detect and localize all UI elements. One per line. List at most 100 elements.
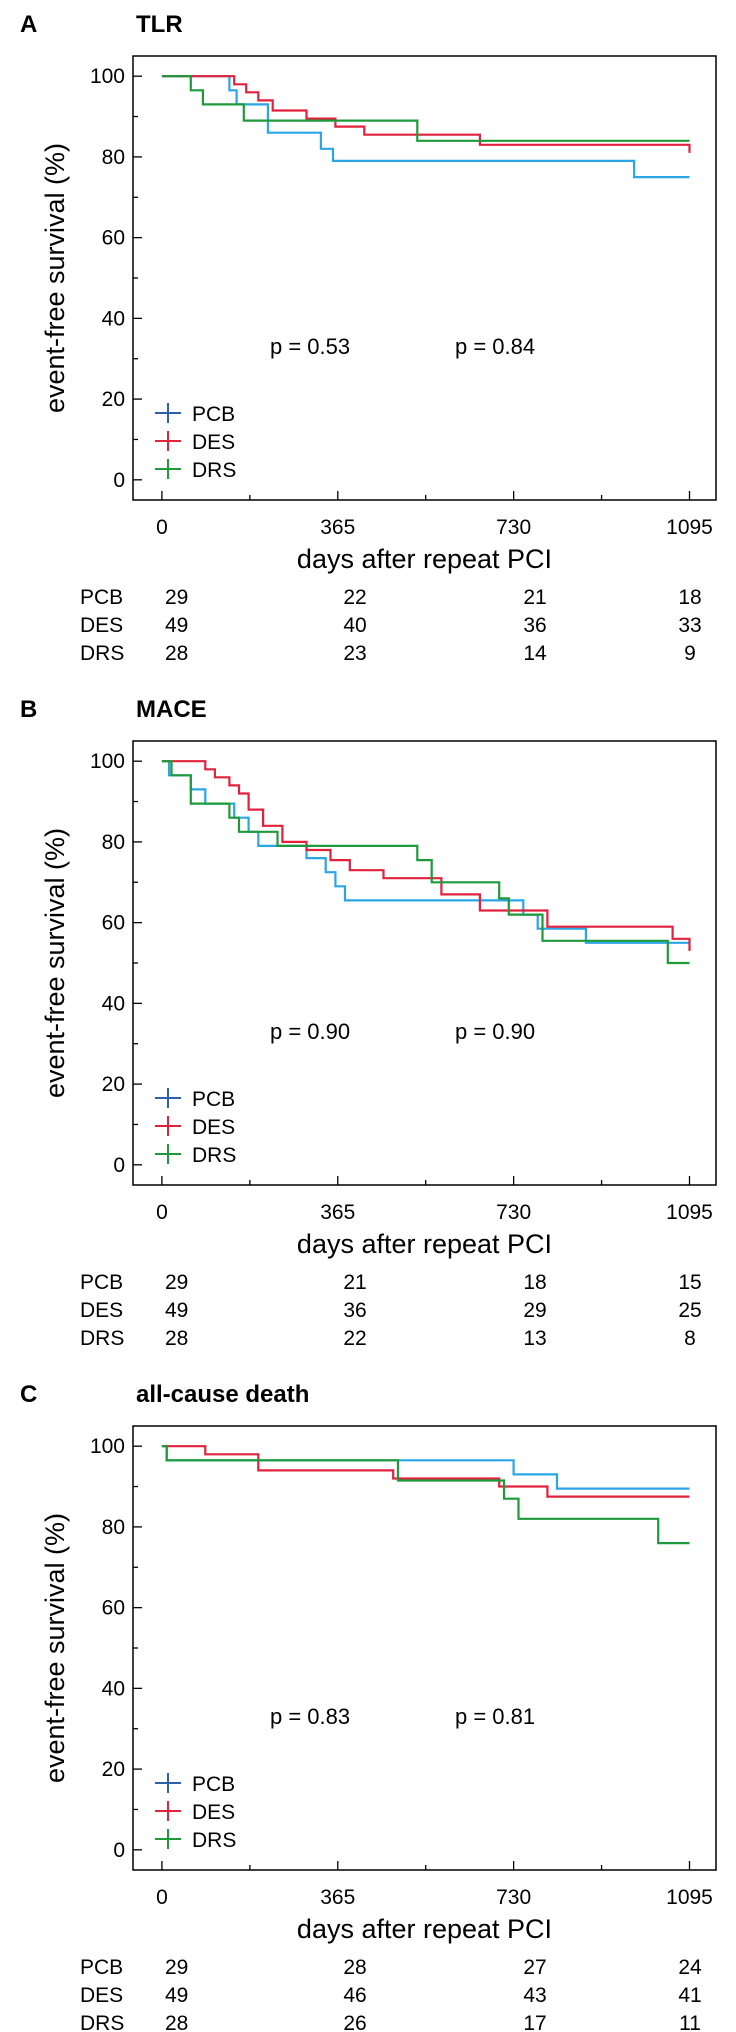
y-tick-label: 100 xyxy=(90,750,125,773)
x-tick-label: 730 xyxy=(496,516,531,539)
p-value: p = 0.83 xyxy=(270,1704,350,1729)
risk-value: 18 xyxy=(678,586,701,609)
series-line-pcb xyxy=(161,75,690,179)
risk-value: 28 xyxy=(165,2012,188,2032)
panel-letter: B xyxy=(20,696,37,723)
x-tick-label: 730 xyxy=(496,1201,531,1224)
risk-value: 25 xyxy=(678,1299,701,1322)
y-tick-label: 80 xyxy=(102,831,125,854)
risk-value: 40 xyxy=(343,614,366,637)
x-tick-label: 0 xyxy=(156,1886,168,1909)
y-tick-label: 100 xyxy=(90,65,125,88)
x-tick-label: 365 xyxy=(320,1886,355,1909)
legend-label: DRS xyxy=(192,459,236,482)
x-tick-label: 1095 xyxy=(666,516,713,539)
legend-label: PCB xyxy=(192,1088,235,1111)
risk-row-label: PCB xyxy=(80,586,123,609)
risk-value: 9 xyxy=(684,642,696,665)
y-tick-label: 80 xyxy=(102,146,125,169)
y-tick-label: 40 xyxy=(102,1677,125,1700)
series-line-des xyxy=(161,75,691,153)
panel-letter: A xyxy=(20,11,37,38)
risk-value: 22 xyxy=(343,586,366,609)
y-tick-label: 40 xyxy=(102,992,125,1015)
series-line-drs xyxy=(161,75,690,142)
risk-row-label: DRS xyxy=(80,1327,124,1350)
risk-value: 8 xyxy=(684,1327,696,1350)
risk-value: 14 xyxy=(523,642,547,665)
risk-value: 23 xyxy=(343,642,366,665)
risk-value: 41 xyxy=(678,1984,701,2007)
legend-label: DRS xyxy=(192,1144,236,1167)
risk-value: 43 xyxy=(523,1984,546,2007)
chart-title: all-cause death xyxy=(136,1381,309,1408)
p-value: p = 0.53 xyxy=(270,334,350,359)
risk-value: 27 xyxy=(523,1956,546,1979)
legend-label: DRS xyxy=(192,1829,236,1852)
risk-value: 13 xyxy=(523,1327,546,1350)
x-axis-title: days after repeat PCI xyxy=(297,544,552,574)
panel-b: B MACE 0 20 40 60 80 100 0 365 730 1095 days after r… xyxy=(20,696,717,1350)
y-tick-label: 60 xyxy=(102,912,125,935)
y-tick-label: 20 xyxy=(102,1758,125,1781)
risk-row-label: PCB xyxy=(80,1271,123,1294)
risk-value: 49 xyxy=(165,614,188,637)
risk-value: 21 xyxy=(523,586,546,609)
x-tick-label: 365 xyxy=(320,1201,355,1224)
x-tick-label: 0 xyxy=(156,1201,168,1224)
y-tick-label: 20 xyxy=(102,388,125,411)
risk-row-label: DES xyxy=(80,1299,123,1322)
risk-value: 18 xyxy=(523,1271,546,1294)
p-value: p = 0.90 xyxy=(270,1019,350,1044)
x-axis-title: days after repeat PCI xyxy=(297,1229,552,1259)
risk-value: 24 xyxy=(678,1956,702,1979)
risk-value: 15 xyxy=(678,1271,701,1294)
risk-value: 11 xyxy=(679,2012,701,2032)
risk-value: 49 xyxy=(165,1299,188,1322)
risk-row-label: DRS xyxy=(80,642,124,665)
y-tick-label: 80 xyxy=(102,1516,125,1539)
chart-title: MACE xyxy=(136,696,207,723)
p-value: p = 0.84 xyxy=(455,334,535,359)
y-tick-label: 0 xyxy=(113,1839,125,1862)
panel-letter: C xyxy=(20,1381,37,1408)
x-tick-label: 365 xyxy=(320,516,355,539)
y-axis-title: event-free survival (%) xyxy=(40,828,70,1098)
x-tick-label: 730 xyxy=(496,1886,531,1909)
series-line-des xyxy=(161,1445,690,1498)
x-tick-label: 1095 xyxy=(666,1886,713,1909)
risk-row-label: PCB xyxy=(80,1956,123,1979)
legend-label: PCB xyxy=(192,1773,235,1796)
legend-label: DES xyxy=(192,431,235,454)
y-axis-title: event-free survival (%) xyxy=(40,1513,70,1783)
chart-title: TLR xyxy=(136,11,183,38)
risk-value: 22 xyxy=(343,1327,366,1350)
risk-value: 29 xyxy=(165,586,188,609)
y-tick-label: 0 xyxy=(113,469,125,492)
risk-row-label: DES xyxy=(80,1984,123,2007)
risk-value: 17 xyxy=(523,2012,546,2032)
risk-value: 36 xyxy=(343,1299,366,1322)
risk-value: 21 xyxy=(343,1271,366,1294)
y-tick-label: 100 xyxy=(90,1435,125,1458)
series-line-drs xyxy=(161,1445,690,1545)
legend-label: DES xyxy=(192,1801,235,1824)
series-line-pcb xyxy=(161,1445,690,1490)
panel-a: A TLR 0 20 40 60 80 100 0 365 730 1095 days after re… xyxy=(20,11,717,665)
x-tick-label: 0 xyxy=(156,516,168,539)
y-tick-label: 0 xyxy=(113,1154,125,1177)
risk-value: 29 xyxy=(165,1956,188,1979)
legend-label: PCB xyxy=(192,403,235,426)
risk-value: 46 xyxy=(343,1984,366,2007)
risk-value: 49 xyxy=(165,1984,188,2007)
p-value: p = 0.90 xyxy=(455,1019,535,1044)
p-value: p = 0.81 xyxy=(455,1704,535,1729)
risk-value: 26 xyxy=(343,2012,366,2032)
risk-value: 28 xyxy=(165,1327,188,1350)
y-tick-label: 60 xyxy=(102,1597,125,1620)
risk-row-label: DES xyxy=(80,614,123,637)
y-tick-label: 40 xyxy=(102,307,125,330)
series-line-drs xyxy=(161,760,690,965)
